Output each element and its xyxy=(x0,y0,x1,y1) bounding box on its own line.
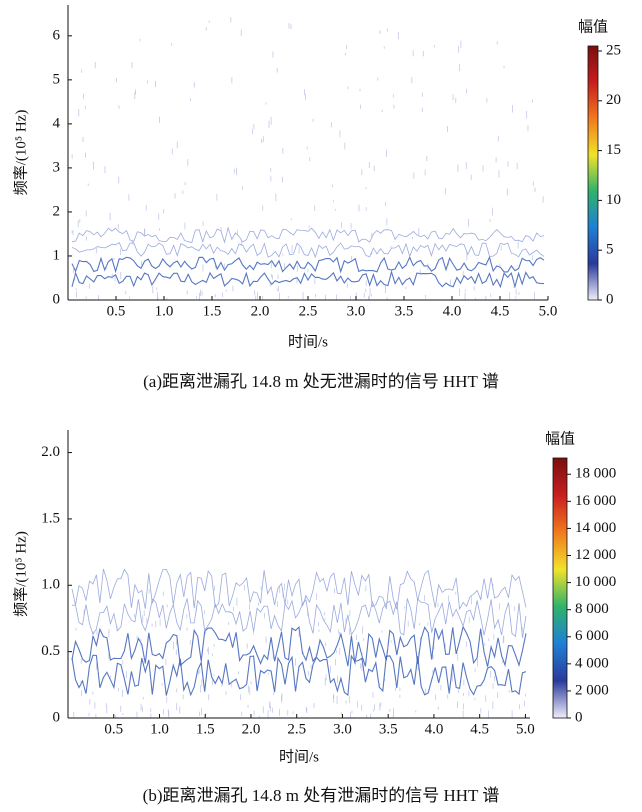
colorbar-tick-label: 15 xyxy=(606,142,621,158)
spectrum-trace xyxy=(71,270,545,289)
y-tick-label: 3 xyxy=(53,159,61,175)
x-tick-label: 2.5 xyxy=(287,721,306,737)
y-tick-label: 2 xyxy=(53,203,61,219)
colorbar-tick-label: 5 xyxy=(606,242,614,258)
y-tick-label: 5 xyxy=(53,71,61,87)
x-tick-label: 0.5 xyxy=(107,303,126,319)
caption: (b)距离泄漏孔 14.8 m 处有泄漏时的信号 HHT 谱 xyxy=(143,786,500,805)
colorbar-tick-label: 0 xyxy=(606,291,614,307)
y-tick-label: 4 xyxy=(53,115,61,131)
x-tick-label: 2.5 xyxy=(299,303,318,319)
spectrum-trace xyxy=(71,625,527,668)
spectrum-texture xyxy=(71,17,545,300)
x-tick-label: 4.0 xyxy=(425,721,444,737)
spectrum-trace xyxy=(71,568,527,611)
colorbar-tick-label: 14 000 xyxy=(575,520,616,536)
y-axis-label: 频率/(10⁵ Hz) xyxy=(12,110,29,196)
colorbar-tick-label: 8 000 xyxy=(575,601,609,617)
colorbar-title: 幅值 xyxy=(578,18,608,35)
x-tick-label: 4.5 xyxy=(491,303,510,319)
colorbar-tick-label: 12 000 xyxy=(575,547,616,563)
colorbar-tick-label: 2 000 xyxy=(575,682,609,698)
x-tick-label: 3.0 xyxy=(333,721,352,737)
x-tick-label: 2.0 xyxy=(251,303,270,319)
x-tick-label: 5.0 xyxy=(539,303,558,319)
spectrum-trace xyxy=(71,226,545,244)
caption: (a)距离泄漏孔 14.8 m 处无泄漏时的信号 HHT 谱 xyxy=(143,372,499,391)
colorbar-title: 幅值 xyxy=(545,430,575,447)
spectrum-trace xyxy=(71,242,545,259)
spectrum-texture xyxy=(71,568,527,718)
colorbar-tick-label: 16 000 xyxy=(575,493,616,509)
colorbar-tick-label: 0 xyxy=(575,709,583,725)
x-tick-label: 3.5 xyxy=(379,721,398,737)
y-tick-label: 2.0 xyxy=(41,444,60,460)
colorbar-tick-label: 20 xyxy=(606,92,621,108)
colorbar xyxy=(587,45,599,301)
x-tick-label: 1.0 xyxy=(155,303,174,319)
x-tick-label: 5.0 xyxy=(516,721,535,737)
y-tick-label: 6 xyxy=(53,27,61,43)
x-tick-label: 0.5 xyxy=(104,721,123,737)
y-tick-label: 1.5 xyxy=(41,510,60,526)
x-tick-label: 3.0 xyxy=(347,303,366,319)
x-axis-label: 时间/s xyxy=(288,333,328,350)
y-tick-label: 0 xyxy=(53,291,61,307)
spectrum-trace xyxy=(71,255,545,274)
x-tick-label: 2.0 xyxy=(242,721,261,737)
colorbar-tick-label: 6 000 xyxy=(575,628,609,644)
colorbar-tick-label: 10 xyxy=(606,192,621,208)
colorbar xyxy=(552,457,568,719)
x-tick-label: 1.0 xyxy=(150,721,169,737)
colorbar-tick-label: 18 000 xyxy=(575,466,616,482)
x-tick-label: 4.5 xyxy=(470,721,489,737)
colorbar-tick-label: 4 000 xyxy=(575,655,609,671)
x-tick-label: 1.5 xyxy=(196,721,215,737)
spectrum-trace xyxy=(71,654,527,697)
colorbar-tick-label: 10 000 xyxy=(575,574,616,590)
y-tick-label: 1.0 xyxy=(41,577,60,593)
y-tick-label: 1 xyxy=(53,247,61,263)
y-tick-label: 0.5 xyxy=(41,643,60,659)
x-tick-label: 4.0 xyxy=(443,303,462,319)
x-axis-label: 时间/s xyxy=(279,748,319,765)
x-tick-label: 3.5 xyxy=(395,303,414,319)
colorbar-tick-label: 25 xyxy=(606,42,621,58)
y-axis-label: 频率/(10⁵ Hz) xyxy=(12,531,29,617)
spectrum-trace xyxy=(71,598,527,638)
y-tick-label: 0 xyxy=(53,709,61,725)
x-tick-label: 1.5 xyxy=(203,303,222,319)
